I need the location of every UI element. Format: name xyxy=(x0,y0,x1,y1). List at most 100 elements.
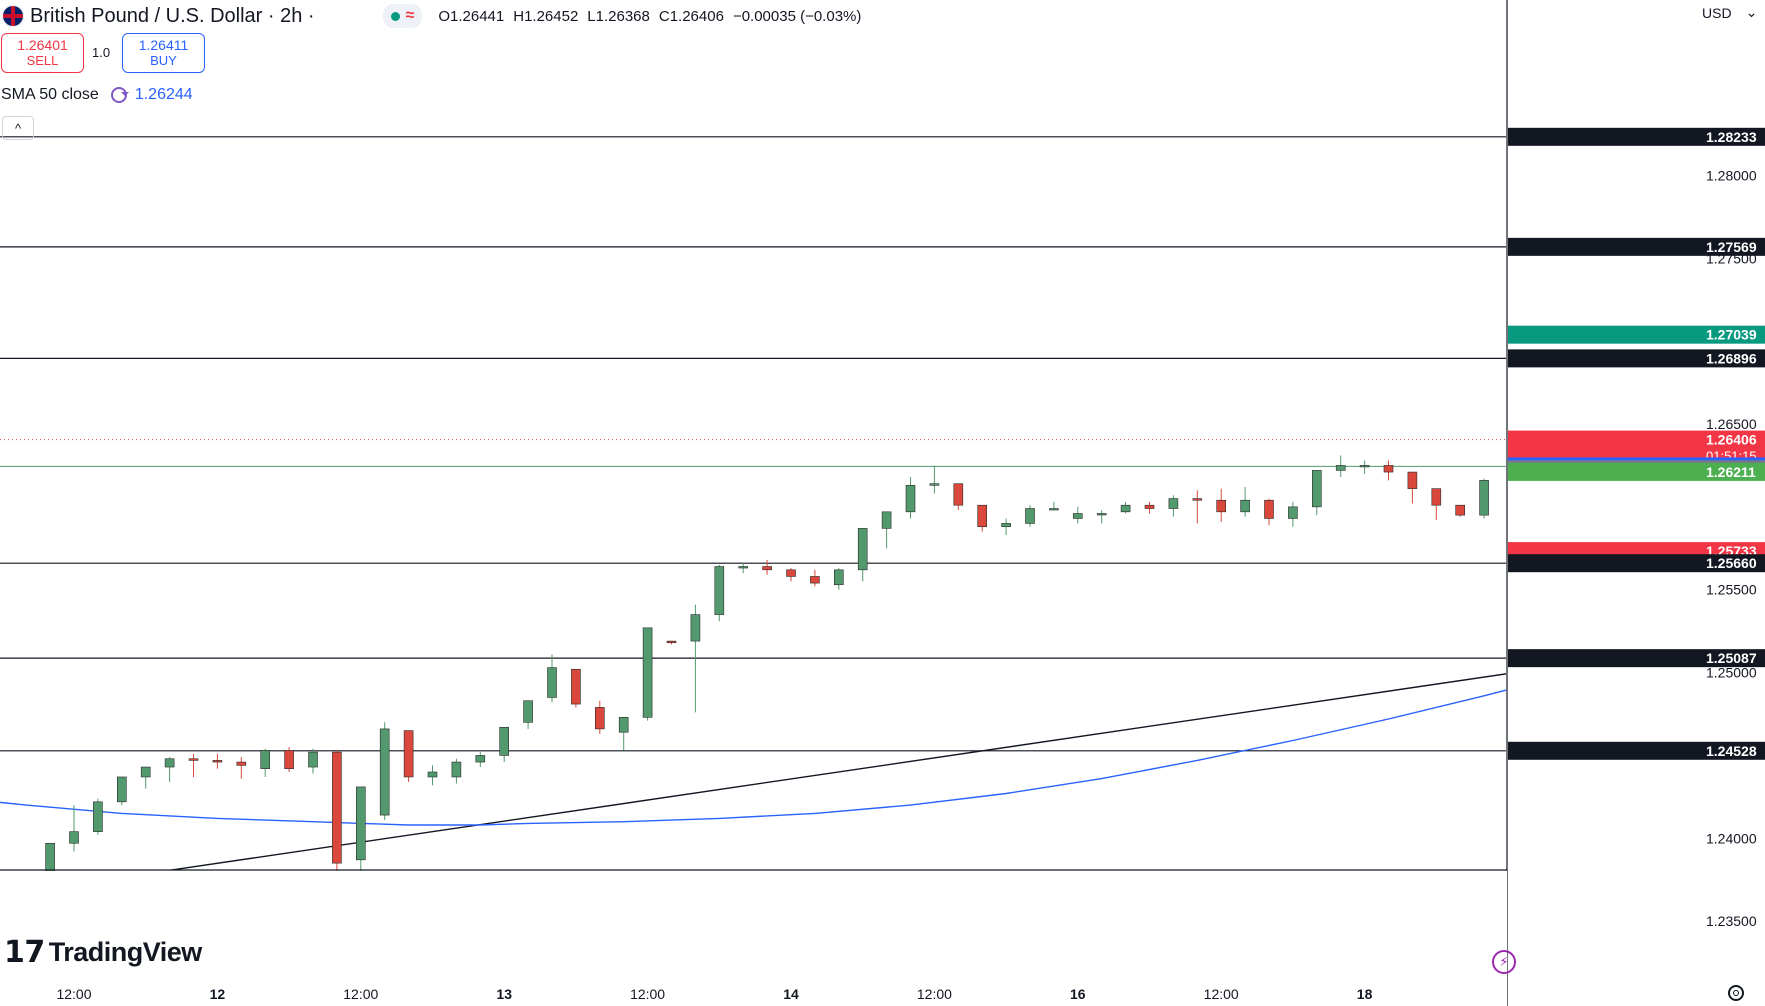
x-tick-label: 12 xyxy=(210,986,226,1002)
candle-body[interactable] xyxy=(1144,504,1155,509)
candle-body[interactable] xyxy=(427,771,438,778)
tradingview-logo[interactable]: 17 TradingView xyxy=(4,935,202,970)
refresh-icon[interactable] xyxy=(110,87,129,103)
price-label-level xyxy=(1508,649,1765,668)
candle-body[interactable] xyxy=(117,776,127,803)
candle-body[interactable] xyxy=(714,566,725,615)
sma-50-line[interactable] xyxy=(0,467,1765,826)
ohlc-close: C1.26406 xyxy=(658,7,724,25)
price-label-text: 1.25087 xyxy=(1706,650,1757,666)
candle-body[interactable] xyxy=(308,751,318,768)
candle-body[interactable] xyxy=(499,726,510,756)
candle-body[interactable] xyxy=(1240,499,1250,513)
candle-body[interactable] xyxy=(881,511,892,529)
y-tick-label: 1.28000 xyxy=(1706,167,1757,183)
sma-indicator-legend[interactable]: SMA 50 close 1.26244 xyxy=(1,86,193,104)
candle-body[interactable] xyxy=(762,566,772,571)
currency-selector[interactable]: USD ⌄ xyxy=(1702,4,1757,21)
x-tick-label: 12:00 xyxy=(343,986,378,1002)
candle-body[interactable] xyxy=(1335,465,1346,471)
candle-body[interactable] xyxy=(571,668,581,705)
buy-price: 1.26411 xyxy=(138,37,189,53)
candle-body[interactable] xyxy=(355,786,366,861)
x-tick-label: 12:00 xyxy=(1204,986,1239,1002)
candle-body[interactable] xyxy=(164,758,175,768)
candle-body[interactable] xyxy=(666,640,677,644)
market-status-badge[interactable]: ≈ xyxy=(382,4,423,28)
candle-body[interactable] xyxy=(1407,471,1418,489)
candle-body[interactable] xyxy=(260,750,271,769)
y-tick-label: 1.23500 xyxy=(1706,913,1757,929)
spread-value: 1.0 xyxy=(92,45,111,60)
candle-body[interactable] xyxy=(857,528,868,571)
candle-body[interactable] xyxy=(1049,508,1059,511)
candle-body[interactable] xyxy=(547,667,557,698)
candle-body[interactable] xyxy=(1383,465,1394,473)
x-tick-label: 16 xyxy=(1070,986,1086,1002)
collapse-legend-button[interactable]: ^ xyxy=(2,116,34,140)
candle-body[interactable] xyxy=(140,766,151,778)
candle-body[interactable] xyxy=(1073,513,1083,519)
candle-body[interactable] xyxy=(1216,499,1226,513)
gear-icon[interactable] xyxy=(1728,985,1744,1001)
candle-body[interactable] xyxy=(212,760,223,763)
delayed-data-icon: ≈ xyxy=(405,7,415,24)
candle-body[interactable] xyxy=(332,751,342,864)
y-tick-label: 1.25500 xyxy=(1706,582,1757,598)
price-label-level xyxy=(1508,741,1765,760)
candle-body[interactable] xyxy=(1120,504,1131,513)
candle-body[interactable] xyxy=(786,569,796,577)
candle-body[interactable] xyxy=(810,576,820,584)
candle-body[interactable] xyxy=(594,707,605,730)
ohlc-high: H1.26452 xyxy=(513,7,579,25)
candle-body[interactable] xyxy=(977,504,988,528)
candle-body[interactable] xyxy=(1288,506,1298,519)
candle-body[interactable] xyxy=(379,728,390,816)
ohlc-open: O1.26441 xyxy=(438,7,505,25)
symbol-title[interactable]: British Pound / U.S. Dollar · 2h · xyxy=(30,4,315,27)
candle-body[interactable] xyxy=(236,761,247,766)
candle-body[interactable] xyxy=(1431,488,1442,506)
candle-body[interactable] xyxy=(1025,508,1035,524)
time-axis[interactable] xyxy=(0,871,1507,1006)
buy-button[interactable]: 1.26411 BUY xyxy=(122,33,205,73)
price-label-target xyxy=(1508,325,1765,344)
candle-body[interactable] xyxy=(905,485,916,513)
candle-body[interactable] xyxy=(1455,504,1465,516)
candle-body[interactable] xyxy=(188,758,199,761)
ohlc-low: L1.26368 xyxy=(587,7,650,25)
price-label-text: 1.24528 xyxy=(1706,743,1757,759)
candle-body[interactable] xyxy=(475,755,486,763)
sell-button[interactable]: 1.26401 SELL xyxy=(1,33,84,73)
price-label-text: 1.26211 xyxy=(1706,464,1756,480)
candle-body[interactable] xyxy=(1168,498,1179,509)
lightning-bolt-icon[interactable]: ⚡ xyxy=(1492,950,1516,974)
candle-body[interactable] xyxy=(93,801,103,832)
candle-body[interactable] xyxy=(1264,499,1274,519)
candle-body[interactable] xyxy=(1479,480,1489,516)
candle-body[interactable] xyxy=(618,717,629,733)
candle-body[interactable] xyxy=(69,831,79,844)
candle-body[interactable] xyxy=(284,750,294,769)
x-tick-label: 18 xyxy=(1357,986,1373,1002)
candle-body[interactable] xyxy=(690,614,701,642)
candle-body[interactable] xyxy=(1096,513,1107,516)
trendline[interactable] xyxy=(0,393,1765,920)
candle-body[interactable] xyxy=(403,730,414,778)
price-axis[interactable] xyxy=(1507,0,1765,1006)
candle-body[interactable] xyxy=(451,761,462,778)
candle-body[interactable] xyxy=(738,566,749,569)
candle-body[interactable] xyxy=(1312,470,1322,508)
y-tick-label: 1.24000 xyxy=(1706,830,1757,846)
candle-body[interactable] xyxy=(1359,465,1370,468)
candle-body[interactable] xyxy=(833,569,844,586)
x-tick-label: 14 xyxy=(783,986,799,1002)
candle-body[interactable] xyxy=(1001,523,1011,528)
candle-body[interactable] xyxy=(642,627,653,718)
candle-body[interactable] xyxy=(953,483,964,506)
candle-body[interactable] xyxy=(523,700,533,723)
candle-body[interactable] xyxy=(929,483,940,486)
y-tick-label: 1.25000 xyxy=(1706,665,1757,681)
candle-body[interactable] xyxy=(1192,498,1203,501)
